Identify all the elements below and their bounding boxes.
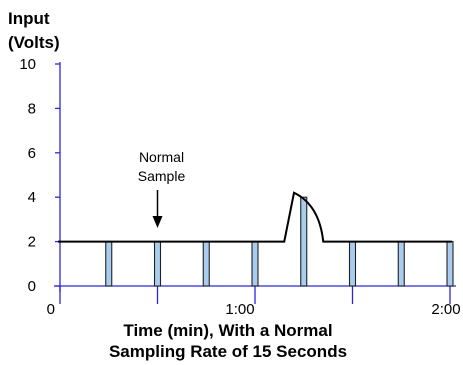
y-tick-label: 2 xyxy=(28,234,36,251)
y-tick-label: 6 xyxy=(28,145,36,162)
annotation-line1: Normal xyxy=(139,149,184,165)
y-tick-label: 10 xyxy=(19,56,36,73)
x-tick-label: 0 xyxy=(47,301,55,318)
annotation-arrow-head xyxy=(152,216,163,228)
sample-bar xyxy=(300,196,308,287)
y-tick-label: 0 xyxy=(28,278,36,295)
y-axis-title-line2: (Volts) xyxy=(8,33,60,52)
signal-trace xyxy=(58,191,452,243)
axes: 0 2 4 6 8 10 0 1:00 2:00 xyxy=(19,56,460,318)
annotation-line2: Sample xyxy=(138,168,186,184)
y-tick-label: 4 xyxy=(28,189,36,206)
x-tick-label: 1:00 xyxy=(225,301,254,318)
sample-bars xyxy=(105,196,454,287)
sample-bar xyxy=(153,241,162,287)
sample-bar xyxy=(446,241,454,287)
sample-bar xyxy=(397,241,405,287)
x-tick-label: 2:00 xyxy=(431,301,460,318)
y-axis-title-line1: Input xyxy=(8,9,50,28)
sample-bar xyxy=(251,241,259,287)
y-tick-label: 8 xyxy=(28,100,36,117)
x-axis-title-line2: Sampling Rate of 15 Seconds xyxy=(109,342,347,361)
x-axis-title-line1: Time (min), With a Normal xyxy=(123,321,332,340)
sample-bar xyxy=(348,241,357,287)
signal-line xyxy=(58,191,452,243)
normal-sample-annotation: Normal Sample xyxy=(138,149,186,228)
sample-bar xyxy=(202,241,210,287)
sample-bar xyxy=(105,241,113,287)
